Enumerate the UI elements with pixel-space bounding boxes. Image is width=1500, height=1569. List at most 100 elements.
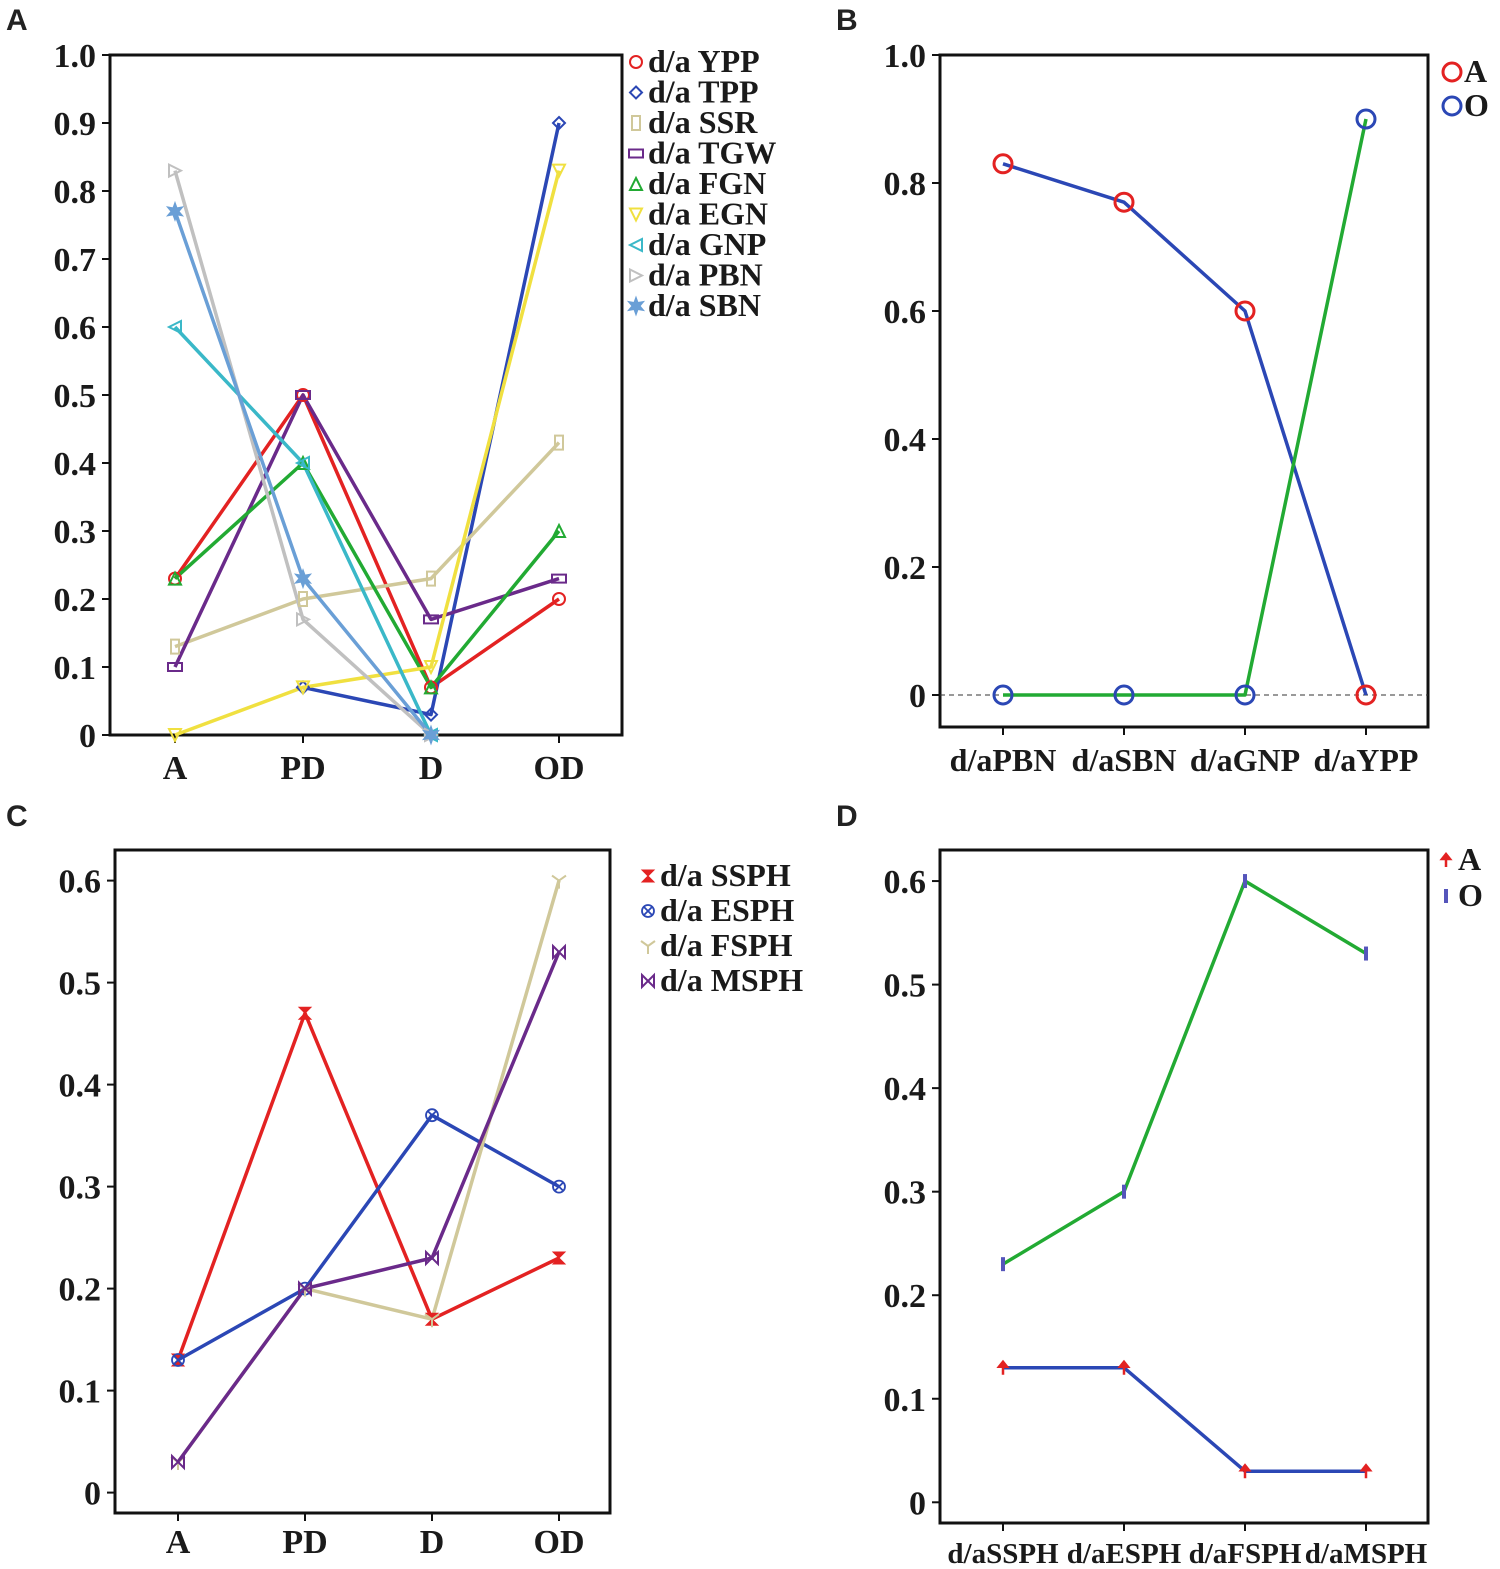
chart-a-point-d-a-ypp-od [552,592,566,606]
chart-b-series-line-a [1002,162,1368,696]
chart-d-series-line-a [1003,1365,1366,1473]
chart-b-frame [938,53,1430,729]
panel-label-c: C [6,800,28,833]
chart-a-legend-d-a-egn: d/a EGN [648,196,768,232]
chart-d-ytick-label-6: 0.6 [884,864,927,901]
chart-c-legend-d-a-ssph: d/a SSPH [660,857,791,893]
chart-d-legend-o: O [1458,877,1483,913]
chart-d-ytick-label-4: 0.4 [884,1071,927,1108]
chart-a: 0 0.1 0.2 0.3 0.4 0.5 0.6 0.7 0.8 0.9 1.0 A PD D OD d/a… [54,38,777,787]
chart-d-ytick-label-5: 0.5 [884,968,927,1005]
panel-label-b: B [836,4,858,37]
chart-c-legend-marker-d-a-msph [641,972,655,990]
chart-a-series-line-d-a-tgw [173,393,560,668]
chart-b-legend-o: O [1464,87,1489,123]
chart-d-legend-marker-a [1439,851,1453,867]
chart-d-point-a-d-afsph [1238,1463,1252,1479]
chart-c-category-label-a: A [166,1524,191,1561]
chart-a-legend-marker-d-a-gnp [627,237,643,253]
chart-b-ytick-label-3: 0.6 [884,294,927,331]
chart-b-ytick-label-0: 0 [909,678,926,715]
chart-a-ytick-label-3: 0.3 [54,514,97,551]
chart-c-ytick-label-1: 0.1 [59,1374,102,1411]
chart-d-point-a-d-assph [996,1359,1010,1375]
chart-c-point-d-a-esph-a [171,1353,185,1367]
chart-d-legend-a: A [1458,841,1481,877]
chart-a-series-line-d-a-egn [174,170,561,737]
chart-b-ytick-label-2: 0.4 [884,422,927,459]
chart-a-point-d-a-tgw-pd [295,390,311,400]
chart-a-series-line-d-a-tpp [302,122,561,717]
chart-a-ytick-label-0: 0 [79,718,96,755]
chart-d-category-label-d-assph: d/aSSPH [947,1538,1059,1569]
chart-b-point-o-d-aypp [1355,108,1377,130]
chart-d-point-o-d-amsph [1364,946,1368,961]
chart-a-legend-d-a-pbn: d/a PBN [648,257,763,293]
chart-c-point-d-a-esph-d [425,1108,439,1123]
chart-a-point-d-a-fgn-pd [295,454,311,470]
chart-b-point-o-d-agnp [1234,684,1256,706]
chart-a-point-d-a-tpp-d [423,707,439,723]
chart-d-ytick-label-3: 0.3 [884,1175,927,1212]
chart-a-series-line-d-a-fgn [173,461,561,690]
chart-a-ytick-label-8: 0.8 [54,174,97,211]
chart-b-point-a-d-apbn [992,153,1014,175]
chart-d-frame [938,848,1430,1525]
chart-a-point-d-a-sbn-d [421,724,441,746]
chart-a-category-label-d: D [419,750,444,787]
chart-c-legend-marker-d-a-fsph [640,940,656,954]
chart-c-category-label-od: OD [534,1524,585,1561]
panel-label-a: A [6,4,28,37]
chart-a-series-line-d-a-ssr [174,441,561,649]
chart-a-series-line-d-a-ypp [173,393,560,690]
chart-c-point-d-a-fsph-od [551,874,567,889]
chart-c-legend-marker-d-a-ssph [640,869,656,883]
chart-b-point-o-d-asbn [1113,684,1135,706]
chart-a-point-d-a-gnp-pd [294,455,310,471]
chart-a-legend-marker-d-a-egn [628,207,644,223]
chart-c-frame [113,848,612,1515]
chart-a-point-d-a-pbn-a [168,162,184,179]
chart-b-category-label-d-asbn: d/aSBN [1072,742,1177,778]
chart-a-point-d-a-sbn-a [165,200,185,222]
chart-c-point-d-a-msph-a [171,1453,185,1471]
chart-a-point-d-a-egn-pd [295,680,311,696]
chart-a-series-line-d-a-gnp [173,325,433,736]
chart-a-ytick-label-5: 0.5 [54,378,97,415]
chart-b-category-label-d-aypp: d/aYPP [1314,742,1419,778]
chart-a-point-d-a-ssr-pd [298,591,308,607]
chart-a-point-d-a-ssr-d [426,570,436,587]
chart-c-point-d-a-ssph-pd [297,1006,313,1020]
chart-a-legend-d-a-ssr: d/a SSR [648,104,758,140]
chart-a-series-line-d-a-pbn [173,170,433,737]
chart-d: 0 0.1 0.2 0.3 0.4 0.5 0.6 d/aSSPH d/aESPH d/aFSPH… [884,841,1483,1569]
chart-b-category-label-d-apbn: d/aPBN [950,742,1057,778]
chart-a-point-d-a-tgw-a [167,662,183,672]
chart-d-ytick-label-1: 0.1 [884,1382,927,1419]
chart-a-legend-marker-d-a-sbn [626,295,646,317]
chart-b-legend-a: A [1464,53,1487,89]
chart-d-point-a-d-aesph [1117,1359,1131,1375]
chart-c-point-d-a-esph-od [552,1179,566,1194]
chart-c-legend-d-a-esph: d/a ESPH [660,892,794,928]
chart-b-series-line-o [1003,118,1368,697]
chart-d-point-o-d-aesph [1122,1184,1126,1199]
chart-a-point-d-a-ssr-od [554,434,564,451]
chart-a-legend-marker-d-a-tgw [628,148,644,159]
chart-a-point-d-a-pbn-pd [296,611,312,628]
chart-d-point-o-d-afsph [1243,874,1247,889]
chart-a-category-label-a: A [163,750,188,787]
chart-a-point-d-a-egn-od [551,163,567,179]
chart-a-point-d-a-tgw-od [551,573,567,584]
chart-d-series-line-o [1002,879,1367,1266]
chart-b-ytick-label-1: 0.2 [884,550,927,587]
chart-b-point-a-d-asbn [1113,191,1135,213]
chart-d-category-label-d-afsph: d/aFSPH [1189,1538,1302,1569]
chart-a-point-d-a-egn-d [423,660,439,676]
chart-a-point-d-a-gnp-a [166,319,182,335]
chart-c-ytick-label-6: 0.6 [59,864,102,901]
chart-c-point-d-a-fsph-d [424,1313,440,1328]
chart-a-ytick-label-1: 0.1 [54,650,97,687]
chart-b-ytick-label-4: 0.8 [884,166,927,203]
chart-a-point-d-a-egn-a [167,728,183,744]
